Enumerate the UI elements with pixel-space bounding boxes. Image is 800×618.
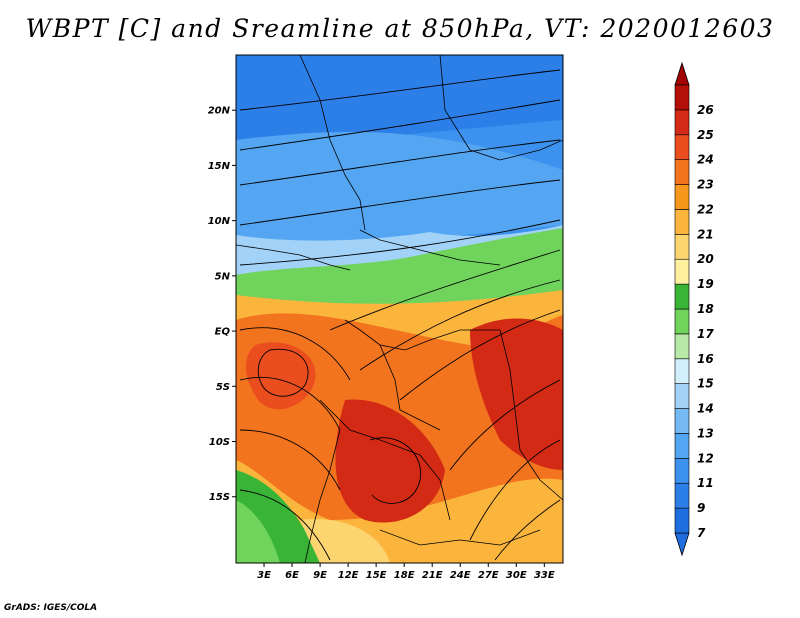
colorbar-label: 9 [697,501,705,515]
credit-text: GrADS: IGES/COLA [4,603,98,613]
lat-tick-label: EQ [215,327,231,338]
colorbar-swatch [674,308,690,335]
temperature-field [236,55,563,563]
colorbar-label: 13 [697,426,714,440]
colorbar-swatch [674,283,690,310]
colorbar-label: 23 [697,178,714,192]
lat-tick-label: 20N [208,106,231,117]
colorbar-label: 7 [697,526,706,540]
map-frame [235,54,564,564]
lat-tick-label: 5N [215,271,231,282]
colorbar-label: 11 [697,476,714,490]
lon-tick-label: 9E [313,570,327,581]
colorbar-label: 26 [697,103,714,117]
colorbar-label: 12 [697,451,714,465]
colorbar-label: 14 [697,402,714,416]
colorbar-label: 21 [697,227,714,241]
lon-tick-label: 18E [394,570,415,581]
colorbar-swatch [674,84,690,111]
lon-tick-label: 21E [422,570,443,581]
colorbar-over-triangle [674,61,690,86]
lat-tick-label: 10N [208,216,231,227]
colorbar-swatch [674,109,690,136]
colorbar-swatch [674,507,690,534]
streamlines [239,69,561,561]
colorbar-label: 15 [697,377,714,391]
colorbar-label: 18 [697,302,714,316]
colorbar-swatch [674,134,690,160]
colorbar-swatch [674,433,690,459]
lon-tick-label: 3E [257,570,271,581]
lon-tick-label: 33E [534,570,555,581]
colorbar-swatch [674,159,690,185]
colorbar: 7 9 11 12 13 14 15 16 17 18 19 20 21 22 23 24 25 26 [674,61,714,557]
latitude-axis: 20N 15N 10N 5N EQ 5S 10S 15S [208,106,236,503]
colorbar-swatch [674,358,690,384]
lat-tick-label: 15N [208,161,231,172]
colorbar-swatch [674,333,690,360]
colorbar-label: 22 [697,202,714,216]
map-title: WBPT [C] and Sreamline at 850hPa, VT: 20… [25,14,775,43]
colorbar-swatch [674,258,690,285]
lon-tick-label: 15E [366,570,387,581]
country-borders [236,55,563,563]
lat-tick-label: 10S [209,437,230,448]
colorbar-label: 25 [697,128,714,142]
colorbar-swatch [674,383,690,409]
lon-tick-label: 24E [450,570,471,581]
colorbar-swatch [674,408,690,434]
lon-tick-label: 27E [478,570,499,581]
colorbar-label: 16 [697,352,714,366]
colorbar-label: 20 [697,252,714,266]
colorbar-swatch [674,458,690,484]
lon-tick-label: 6E [285,570,299,581]
longitude-axis: 3E 6E 9E 12E 15E 18E 21E 24E 27E 30E 33E [257,563,555,581]
colorbar-swatch [674,482,690,509]
colorbar-label: 24 [697,153,714,167]
lat-tick-label: 15S [209,492,230,503]
colorbar-swatch [674,184,690,210]
colorbar-swatch [674,234,690,260]
lon-tick-label: 30E [506,570,527,581]
lon-tick-label: 12E [338,570,359,581]
colorbar-under-triangle [674,532,690,557]
colorbar-label: 17 [697,327,714,341]
colorbar-label: 19 [697,277,714,291]
lat-tick-label: 5S [216,382,230,393]
colorbar-swatch [674,209,690,235]
